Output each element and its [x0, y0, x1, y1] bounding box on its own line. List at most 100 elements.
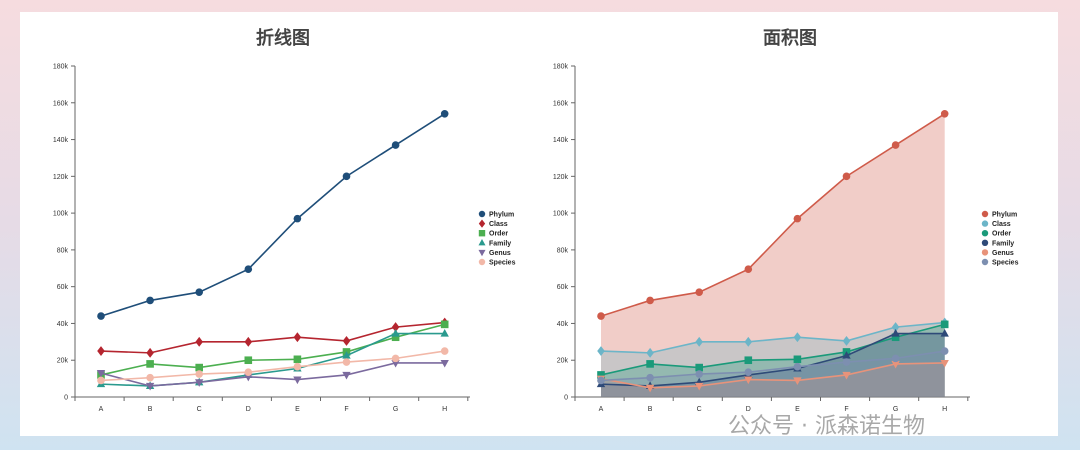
x-tick-label: H [442, 406, 447, 413]
point-order [597, 371, 605, 379]
area-species [601, 351, 945, 397]
point-genus [145, 382, 155, 391]
point-class [146, 347, 154, 358]
point-family [842, 351, 851, 359]
x-tick-label: E [295, 406, 300, 413]
x-tick-label: C [697, 406, 702, 413]
point-genus [842, 371, 851, 380]
point-order [391, 333, 400, 342]
point-species [597, 376, 605, 385]
y-tick-label: 180k [553, 64, 569, 71]
point-phylum [97, 312, 105, 320]
point-phylum [940, 110, 949, 118]
legend-label: Family [992, 240, 1014, 247]
y-tick-label: 120k [53, 174, 69, 181]
point-order [195, 363, 203, 372]
point-class [695, 336, 703, 347]
point-family [342, 351, 351, 359]
watermark: 公众号 · 派森诺生物 [728, 414, 925, 439]
legend-label: Order [489, 231, 508, 238]
point-phylum [244, 265, 253, 273]
area-order [601, 324, 945, 397]
point-species [342, 358, 351, 366]
legend-label: Family [489, 240, 511, 247]
line-class [100, 321, 445, 354]
point-class [793, 332, 802, 343]
point-species [842, 358, 851, 366]
y-tick-label: 120k [553, 174, 569, 181]
line-phylum [600, 113, 946, 317]
chart-title: 面积图 [763, 28, 817, 49]
point-species [391, 354, 400, 363]
point-genus [195, 379, 204, 387]
point-phylum [440, 110, 449, 118]
point-species [97, 376, 105, 385]
chart-title: 折线图 [256, 27, 310, 49]
legend-marker-order [478, 230, 486, 237]
point-class [342, 335, 351, 346]
y-tick-label: 0 [564, 395, 568, 402]
point-class [391, 322, 400, 333]
legend-marker-phylum [981, 210, 989, 218]
y-tick-label: 40k [557, 321, 569, 328]
point-species [891, 354, 900, 363]
point-order [244, 356, 253, 365]
y-tick-label: 60k [557, 284, 569, 291]
x-tick-label: B [148, 406, 153, 413]
point-class [293, 332, 302, 343]
y-tick-label: 60k [57, 284, 69, 291]
line-order [100, 323, 445, 376]
y-tick-label: 140k [553, 137, 569, 144]
x-tick-label: F [844, 406, 848, 413]
point-class [195, 336, 203, 347]
y-tick-label: 180k [53, 64, 69, 71]
x-tick-label: E [795, 406, 800, 413]
y-tick-label: 100k [53, 211, 69, 218]
x-tick-label: A [599, 406, 604, 413]
point-class [597, 346, 605, 356]
point-phylum [646, 296, 654, 305]
point-class [646, 347, 654, 358]
point-species [695, 370, 703, 378]
point-species [646, 373, 654, 382]
point-order [146, 360, 154, 368]
x-tick-label: B [648, 406, 653, 413]
point-class [891, 322, 900, 333]
line-order [600, 323, 945, 376]
x-tick-label: G [393, 406, 398, 413]
point-order [293, 355, 302, 364]
legend-marker-phylum [478, 210, 486, 218]
point-genus [695, 382, 704, 391]
legend-marker-species [478, 258, 486, 266]
legend-label: Phylum [992, 212, 1017, 219]
area-family [601, 333, 945, 397]
point-phylum [195, 288, 203, 296]
legend-label: Genus [489, 250, 511, 257]
x-tick-label: H [942, 406, 947, 413]
y-tick-label: 0 [64, 395, 68, 402]
y-tick-label: 80k [557, 247, 569, 254]
chart-panel [20, 12, 1058, 436]
line-genus [600, 362, 945, 389]
point-species [293, 362, 302, 371]
point-order [744, 356, 753, 365]
point-genus [940, 359, 949, 368]
point-genus [645, 384, 655, 393]
point-order [891, 333, 900, 342]
legend-label: Class [992, 221, 1011, 228]
legend-label: Genus [992, 250, 1014, 257]
point-class [842, 335, 851, 346]
y-tick-label: 40k [57, 321, 69, 328]
legend-label: Phylum [489, 212, 514, 219]
legend-label: Species [992, 260, 1019, 267]
x-tick-label: G [893, 406, 898, 413]
legend-marker-genus [478, 249, 486, 257]
line-class [600, 321, 945, 354]
point-phylum [342, 172, 351, 181]
x-tick-label: D [246, 406, 251, 413]
point-phylum [293, 214, 302, 223]
point-species [440, 347, 449, 355]
point-genus [342, 371, 351, 380]
point-genus [440, 359, 449, 368]
y-tick-label: 140k [53, 137, 69, 144]
